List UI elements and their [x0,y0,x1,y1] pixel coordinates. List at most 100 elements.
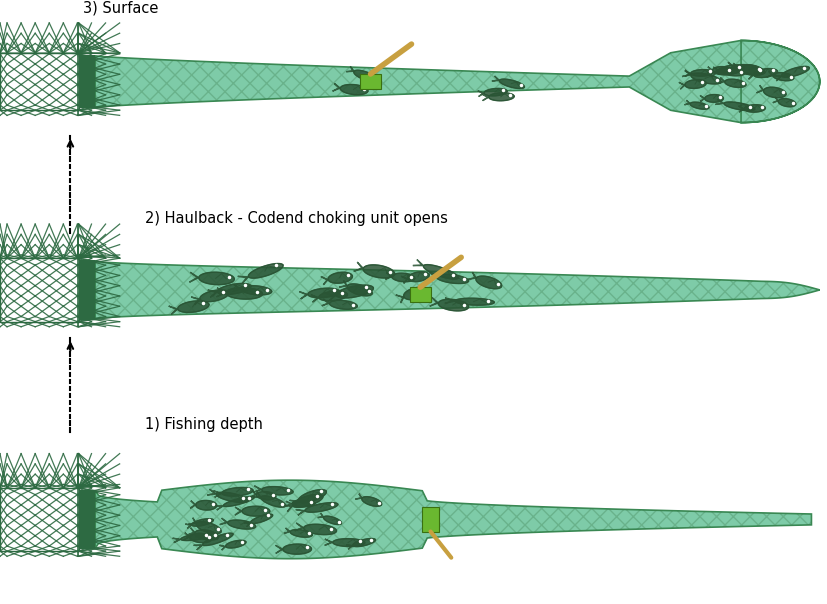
Polygon shape [699,95,704,101]
Polygon shape [295,510,304,515]
Polygon shape [308,288,339,298]
Polygon shape [237,277,248,283]
Polygon shape [95,480,810,559]
Polygon shape [251,514,272,524]
Polygon shape [678,82,684,89]
Polygon shape [483,88,506,96]
Polygon shape [391,273,414,281]
Text: 1) Fishing depth: 1) Fishing depth [145,417,262,432]
Polygon shape [184,533,189,540]
Polygon shape [724,62,734,69]
Polygon shape [196,522,221,534]
Polygon shape [704,94,723,102]
Polygon shape [709,70,716,77]
Polygon shape [684,100,689,104]
Polygon shape [403,288,428,300]
Polygon shape [190,501,195,509]
Polygon shape [724,79,745,88]
Polygon shape [294,523,304,531]
Polygon shape [226,288,262,299]
Polygon shape [325,294,336,301]
Polygon shape [285,501,291,506]
Polygon shape [346,66,354,72]
Polygon shape [216,492,248,503]
Polygon shape [690,69,713,76]
Polygon shape [340,85,367,95]
Bar [422,507,438,532]
Bar [79,489,95,550]
Polygon shape [436,274,468,283]
Polygon shape [476,276,501,289]
Polygon shape [738,65,762,75]
Text: 2) Haulback - Codend choking unit opens: 2) Haulback - Codend choking unit opens [145,211,447,226]
Polygon shape [194,530,218,540]
Polygon shape [252,492,261,497]
Polygon shape [208,290,218,297]
Polygon shape [481,94,488,101]
Polygon shape [222,487,253,496]
Polygon shape [219,545,226,550]
Polygon shape [188,528,194,535]
Polygon shape [323,516,342,525]
Polygon shape [477,91,483,97]
Polygon shape [291,501,314,507]
Polygon shape [352,539,375,547]
Polygon shape [213,491,222,497]
Polygon shape [191,519,213,526]
Polygon shape [743,104,764,112]
Polygon shape [753,68,777,77]
Polygon shape [467,272,476,280]
Polygon shape [235,507,241,515]
Polygon shape [194,545,203,550]
Polygon shape [766,71,772,77]
Polygon shape [723,102,754,111]
Polygon shape [189,533,212,542]
Polygon shape [400,276,407,283]
Polygon shape [355,493,361,499]
Polygon shape [427,272,436,279]
Polygon shape [191,297,200,305]
Polygon shape [188,518,196,524]
Polygon shape [216,288,226,297]
Polygon shape [327,272,352,283]
Polygon shape [718,68,743,76]
Polygon shape [413,260,423,266]
Polygon shape [322,299,329,306]
Polygon shape [454,298,494,305]
Polygon shape [207,489,216,495]
Polygon shape [318,291,347,301]
Polygon shape [738,106,743,112]
Polygon shape [241,506,270,516]
Polygon shape [289,500,299,507]
Polygon shape [289,530,312,537]
Polygon shape [304,524,336,535]
Polygon shape [318,513,323,518]
Polygon shape [225,541,246,548]
Polygon shape [283,505,292,512]
Polygon shape [227,520,256,529]
Polygon shape [437,299,468,311]
Polygon shape [198,272,234,284]
Polygon shape [712,66,731,75]
Polygon shape [232,284,241,292]
Polygon shape [244,523,251,527]
Polygon shape [256,492,275,500]
Polygon shape [684,71,690,76]
Text: 3) Surface: 3) Surface [83,0,158,15]
Polygon shape [491,76,499,81]
Bar [79,55,95,109]
Polygon shape [261,487,293,495]
Polygon shape [338,280,347,288]
Polygon shape [444,298,454,303]
Polygon shape [219,518,227,525]
Polygon shape [195,500,217,510]
Polygon shape [716,65,743,75]
Bar [0,259,79,321]
Polygon shape [172,538,180,542]
Polygon shape [353,262,363,271]
Polygon shape [347,284,372,296]
Polygon shape [730,63,738,71]
Polygon shape [499,79,523,89]
Polygon shape [95,261,819,318]
Bar [0,488,79,551]
